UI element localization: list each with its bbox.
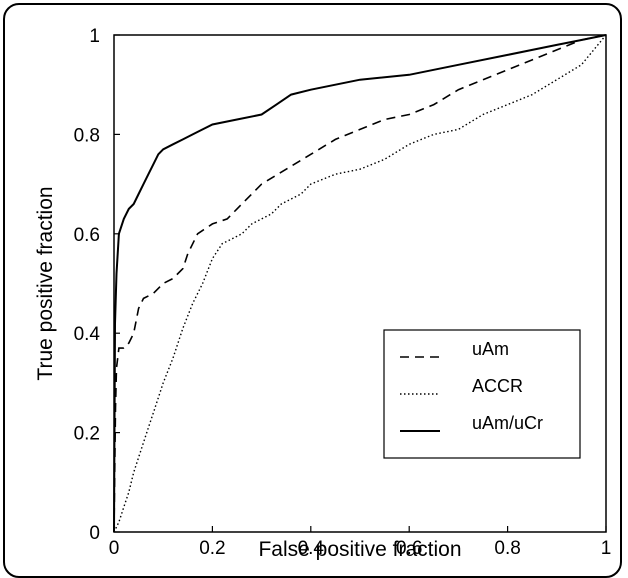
legend-label: ACCR [472,376,523,396]
x-tick-label: 1 [601,538,612,559]
x-tick-label: 0.6 [396,538,422,559]
x-tick-label: 0 [109,538,120,559]
legend: uAm ACCR uAm/uCr [383,329,581,459]
x-tick-label: 0.8 [494,538,520,559]
series-line-uam-ucr [113,34,607,533]
legend-label: uAm/uCr [472,413,543,433]
y-tick-label: 0.4 [74,324,101,345]
x-tick-label: 0.4 [298,538,325,559]
y-tick-label: 0.8 [74,125,100,146]
y-tick-label: 0.6 [74,225,100,246]
ticks-layer: 0 0.2 0.4 0.6 0.8 1 0 0.2 0.4 0.6 0.8 1 [74,26,612,559]
x-tick-label: 0.2 [199,538,225,559]
y-tick-label: 1 [89,26,100,47]
roc-chart: 0 0.2 0.4 0.6 0.8 1 0 0.2 0.4 0.6 0.8 1 False posit… [34,26,612,560]
y-tick-label: 0.2 [74,424,100,445]
series-layer [113,34,607,533]
series-line-accr [113,34,607,533]
legend-label: uAm [472,339,509,359]
y-tick-label: 0 [89,523,100,544]
plot-border [113,34,607,533]
series-line-uam [113,34,607,533]
plot-area [113,34,607,533]
x-axis-label: False positive fraction [258,538,461,560]
y-axis-label: True positive fraction [34,186,57,380]
